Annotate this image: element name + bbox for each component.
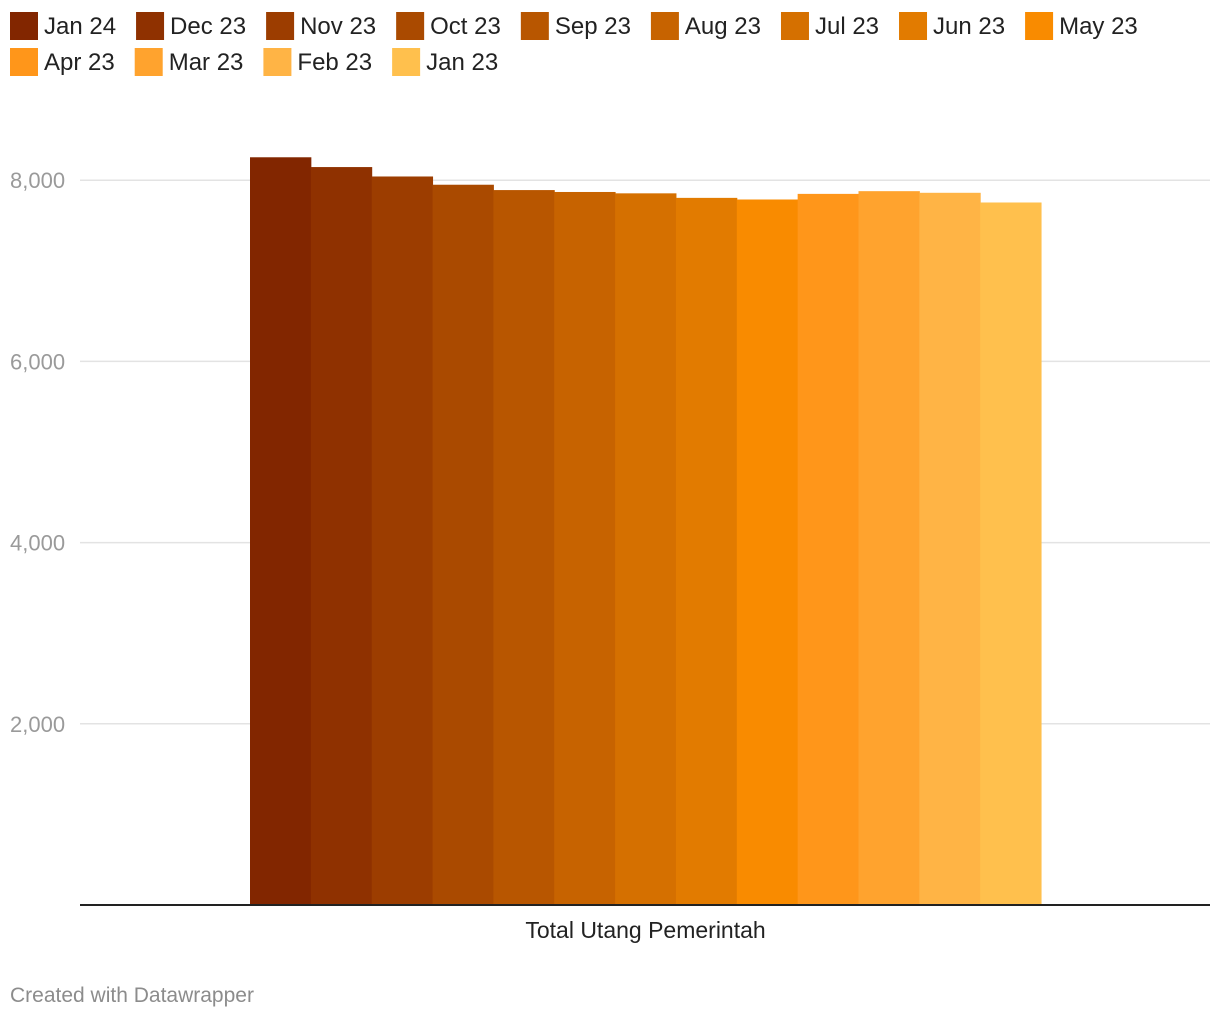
- legend-swatch-may-23: [1025, 12, 1054, 40]
- legend-label-feb-23: Feb 23: [297, 49, 372, 76]
- y-tick-label: 6,000: [10, 349, 65, 374]
- legend-swatch-jan-23: [392, 48, 421, 76]
- legend-label-aug-23: Aug 23: [685, 13, 761, 40]
- bar-feb-23: [919, 192, 981, 905]
- bar-oct-23: [432, 184, 494, 906]
- legend-label-jan-23: Jan 23: [426, 49, 498, 76]
- credit-text: Created with Datawrapper: [10, 984, 254, 1007]
- legend-label-sep-23: Sep 23: [555, 13, 631, 40]
- legend-label-may-23: May 23: [1059, 13, 1138, 40]
- legend-label-jul-23: Jul 23: [815, 13, 879, 40]
- legend-swatch-feb-23: [263, 48, 292, 76]
- y-tick-label: 2,000: [10, 712, 65, 737]
- legend-label-nov-23: Nov 23: [300, 13, 376, 40]
- bar-jan-23: [980, 202, 1042, 905]
- legend-swatch-jul-23: [780, 12, 809, 40]
- legend: Jan 24 Dec 23 Nov 23 Oct 23 Sep 23 Aug 23 Jul …: [10, 12, 1138, 76]
- legend-label-jan-24: Jan 24: [44, 13, 116, 40]
- legend-label-dec-23: Dec 23: [170, 13, 246, 40]
- legend-swatch-jan-24: [10, 12, 38, 40]
- bar-aug-23: [554, 191, 616, 905]
- bar-apr-23: [797, 193, 859, 905]
- legend-swatch-sep-23: [520, 12, 549, 40]
- bar-nov-23: [371, 176, 434, 905]
- legend-label-jun-23: Jun 23: [933, 13, 1005, 40]
- category-label: Total Utang Pemerintah: [525, 917, 765, 943]
- legend-swatch-nov-23: [266, 12, 295, 40]
- bar-jul-23: [615, 193, 677, 905]
- legend-swatch-dec-23: [136, 12, 165, 40]
- legend-label-oct-23: Oct 23: [430, 13, 501, 40]
- legend-swatch-oct-23: [396, 12, 425, 40]
- legend-swatch-aug-23: [650, 12, 679, 40]
- legend-swatch-jun-23: [899, 12, 928, 40]
- bars: [250, 157, 1042, 906]
- legend-label-mar-23: Mar 23: [169, 49, 244, 76]
- y-tick-label: 8,000: [10, 168, 65, 193]
- bar-jan-24: [250, 157, 312, 905]
- chart: Jan 24 Dec 23 Nov 23 Oct 23 Sep 23 Aug 23 Jul …: [10, 12, 1210, 943]
- legend-swatch-apr-23: [10, 48, 38, 76]
- bar-mar-23: [858, 191, 920, 905]
- bar-jun-23: [675, 197, 738, 905]
- legend-swatch-mar-23: [134, 48, 163, 76]
- legend-label-apr-23: Apr 23: [44, 49, 115, 76]
- bar-may-23: [736, 199, 799, 905]
- axes: Total Utang Pemerintah: [80, 904, 1210, 943]
- y-tick-label: 4,000: [10, 531, 65, 556]
- bar-dec-23: [310, 167, 373, 906]
- bar-sep-23: [493, 190, 555, 906]
- bar-chart-svg: Jan 24 Dec 23 Nov 23 Oct 23 Sep 23 Aug 23 Jul …: [10, 12, 1210, 943]
